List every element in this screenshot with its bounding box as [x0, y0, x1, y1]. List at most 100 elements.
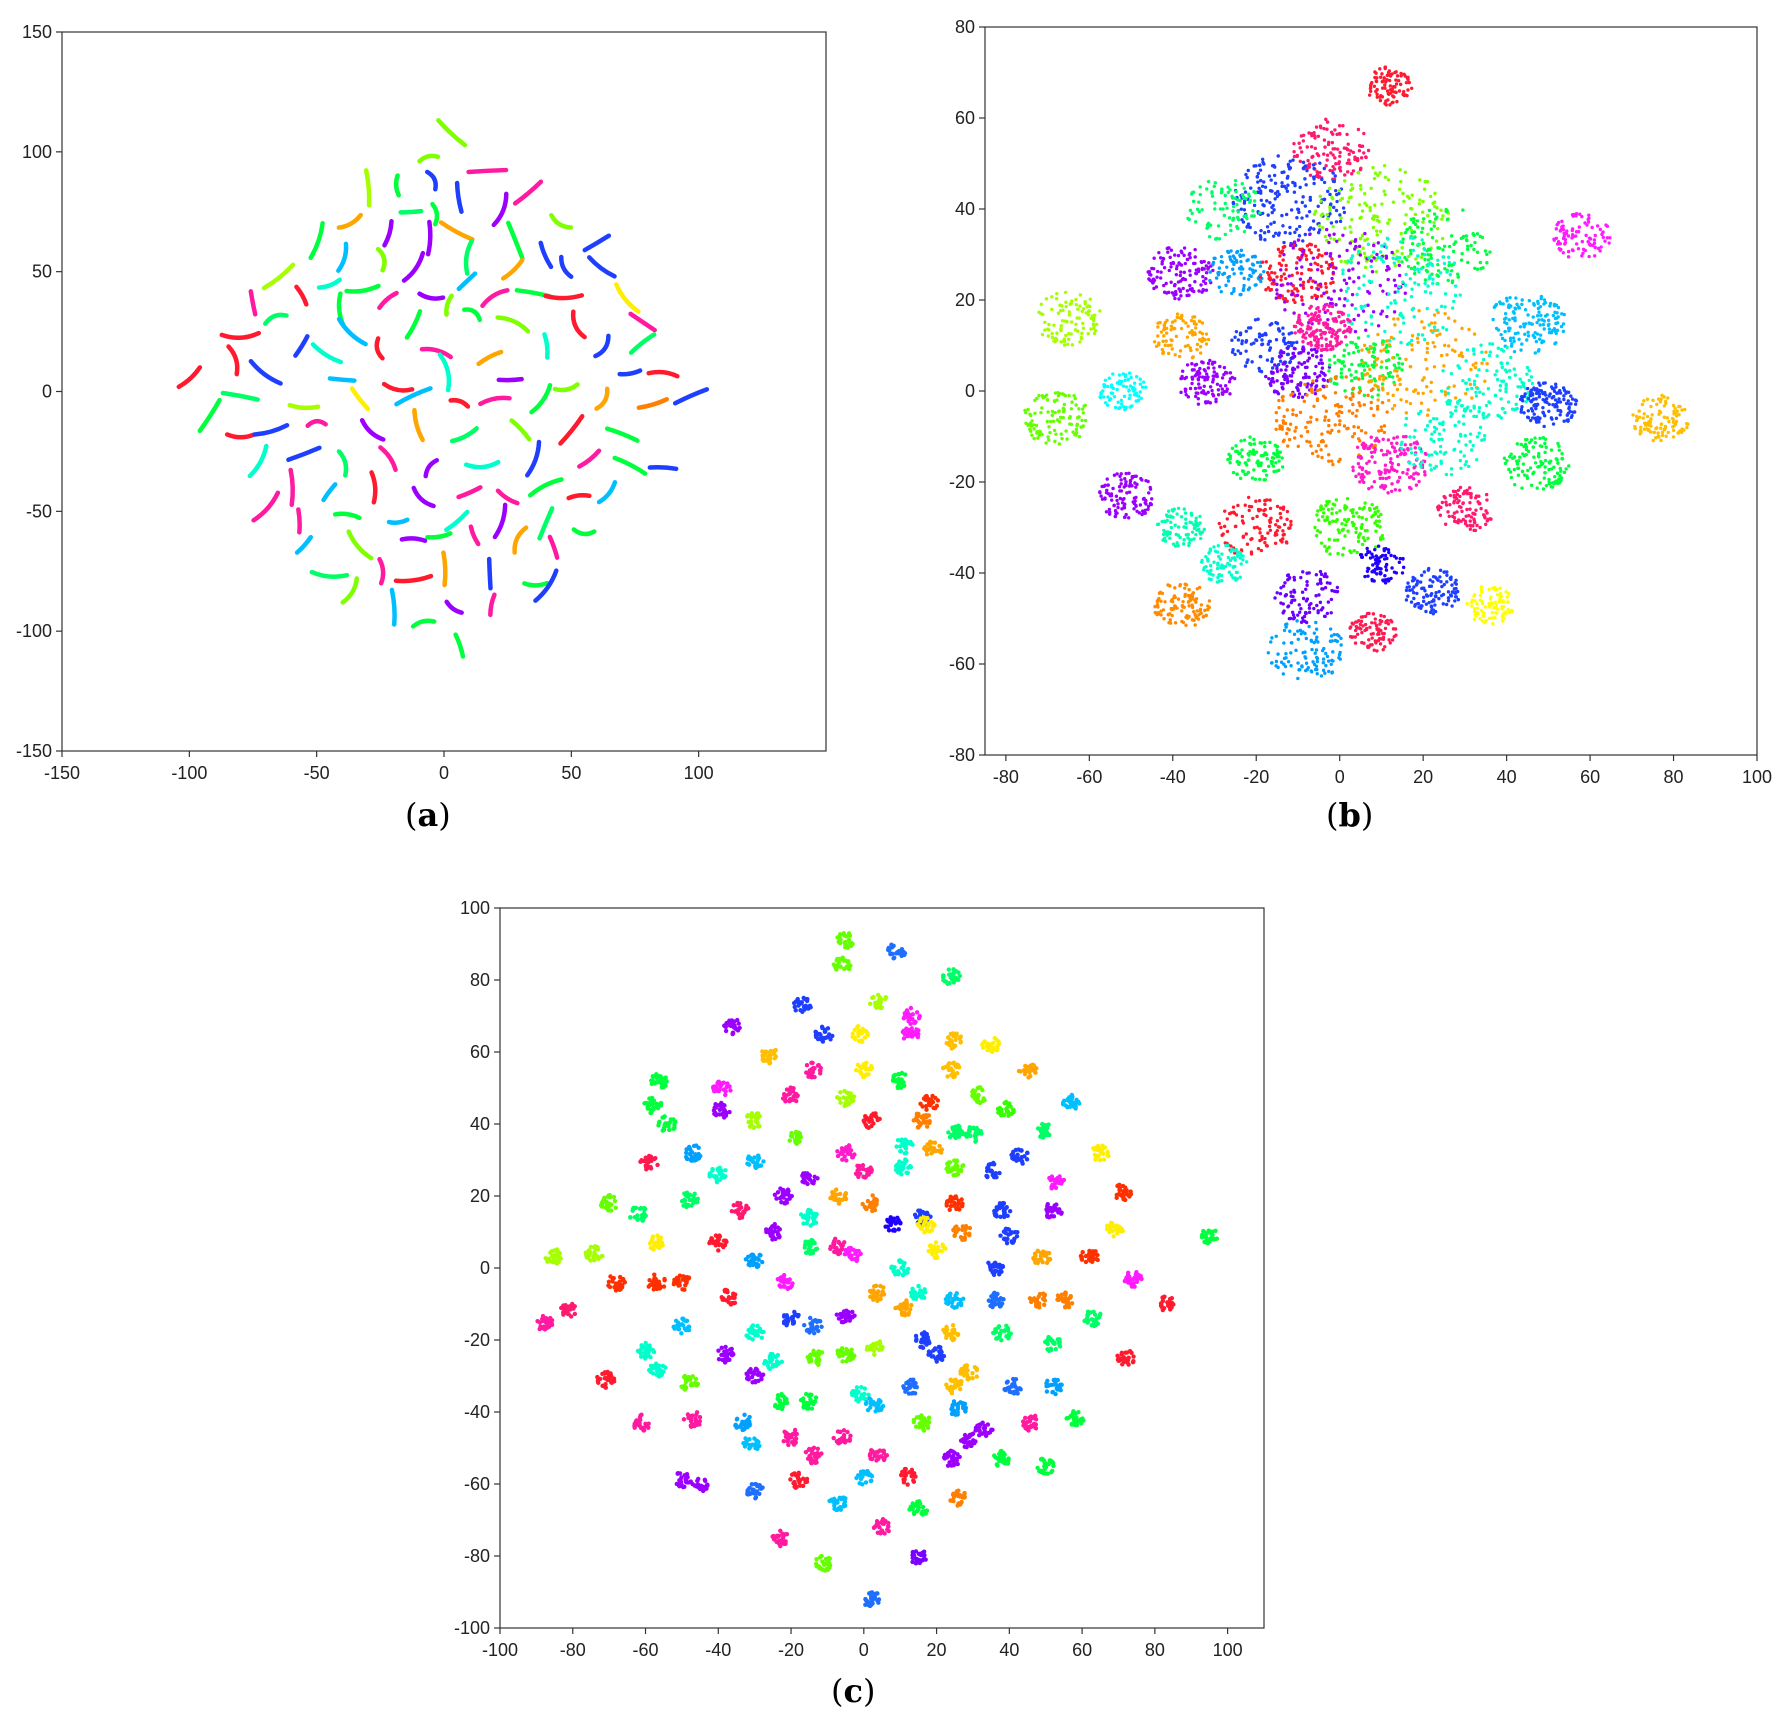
data-point — [1408, 248, 1413, 253]
data-point — [1364, 517, 1368, 522]
data-point — [1225, 517, 1229, 521]
data-point — [1192, 618, 1196, 622]
data-point — [1463, 433, 1467, 438]
data-point — [1422, 586, 1426, 590]
data-point — [1394, 556, 1399, 560]
data-point — [1676, 431, 1680, 435]
data-point — [1278, 250, 1282, 254]
data-point — [1549, 485, 1553, 489]
data-point — [1179, 249, 1183, 253]
data-point — [1461, 414, 1466, 418]
data-point — [1190, 530, 1195, 534]
data-point — [1310, 295, 1314, 300]
data-point — [1432, 224, 1436, 228]
data-point — [1638, 430, 1643, 435]
data-point — [1503, 368, 1508, 372]
data-point — [1168, 255, 1172, 260]
data-point — [1496, 346, 1501, 350]
y-tick-label: -80 — [949, 745, 975, 765]
data-point — [1256, 171, 1261, 176]
data-point — [1123, 375, 1128, 379]
data-point — [1471, 363, 1475, 367]
data-point — [1065, 437, 1069, 441]
cluster-stroke — [336, 212, 363, 230]
data-point — [1392, 310, 1397, 314]
data-point — [1366, 446, 1370, 451]
data-point — [1493, 373, 1497, 377]
data-point — [1309, 243, 1314, 247]
data-point — [1342, 304, 1346, 308]
data-point — [1058, 415, 1063, 420]
data-point — [1190, 328, 1194, 333]
data-point — [1256, 180, 1260, 184]
data-point — [1246, 458, 1251, 462]
data-point — [1299, 295, 1304, 299]
data-point — [1490, 602, 1494, 606]
data-point — [1450, 583, 1454, 587]
data-point — [1336, 310, 1341, 314]
cluster-stroke — [336, 316, 368, 347]
data-point — [1258, 538, 1262, 543]
data-point — [1173, 282, 1177, 287]
data-point — [1444, 602, 1449, 607]
data-point — [1138, 377, 1142, 381]
data-point — [1318, 387, 1322, 392]
data-point — [1266, 229, 1271, 234]
data-point — [1172, 607, 1176, 611]
data-point — [1347, 152, 1351, 156]
data-point — [1053, 410, 1057, 415]
data-point — [1229, 249, 1233, 253]
data-point — [1350, 254, 1355, 258]
data-point — [1472, 519, 1477, 523]
data-point — [1053, 439, 1057, 444]
data-point — [1277, 192, 1281, 197]
data-point — [1436, 310, 1440, 315]
data-point — [1330, 334, 1334, 339]
data-point — [1282, 522, 1287, 527]
data-point — [1479, 585, 1484, 589]
data-point — [1297, 603, 1301, 607]
data-point — [1200, 266, 1205, 271]
data-point — [1461, 379, 1465, 383]
data-point — [1497, 599, 1502, 604]
data-point — [1354, 474, 1358, 479]
data-point — [1201, 339, 1205, 343]
data-point — [1324, 384, 1329, 389]
data-point — [1398, 168, 1402, 172]
data-point — [1490, 610, 1494, 615]
data-point — [1179, 263, 1184, 267]
data-point — [1385, 410, 1389, 414]
data-point — [1301, 286, 1306, 290]
data-point — [1263, 536, 1267, 541]
data-point — [1246, 277, 1251, 281]
data-point — [1386, 305, 1390, 309]
data-point — [1192, 315, 1197, 319]
data-point — [1298, 258, 1302, 262]
data-point — [1086, 309, 1091, 313]
data-point — [1536, 306, 1541, 311]
data-point — [1302, 333, 1306, 337]
data-point — [1363, 304, 1367, 308]
data-point — [1383, 471, 1388, 475]
data-point — [1127, 490, 1132, 494]
data-point — [1535, 402, 1540, 407]
data-point — [1557, 444, 1561, 448]
data-point — [1379, 349, 1383, 353]
data-point — [1376, 241, 1381, 245]
data-point — [1031, 423, 1036, 427]
data-point — [1366, 334, 1371, 338]
data-point — [1386, 579, 1391, 583]
data-point — [1205, 607, 1210, 612]
data-point — [1174, 334, 1179, 339]
data-point — [1383, 574, 1387, 578]
data-point — [1408, 236, 1413, 240]
data-point — [1268, 264, 1273, 268]
data-point — [1179, 270, 1183, 274]
data-point — [1356, 171, 1361, 175]
data-point — [1327, 186, 1332, 191]
data-point — [1186, 395, 1191, 399]
data-point — [1423, 451, 1428, 456]
data-point — [1441, 248, 1445, 252]
data-point — [1402, 93, 1406, 98]
data-point — [1483, 249, 1488, 253]
